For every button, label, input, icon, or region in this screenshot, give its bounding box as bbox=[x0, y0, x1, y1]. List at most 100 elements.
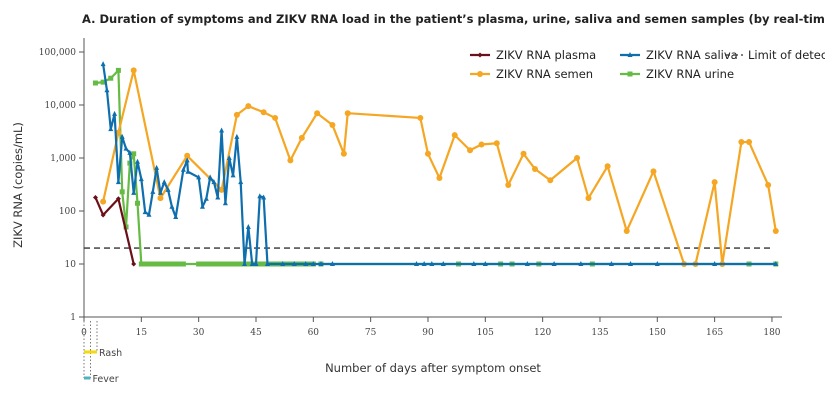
data-point-triangle bbox=[127, 149, 133, 155]
series-line bbox=[102, 63, 776, 266]
data-point-triangle bbox=[123, 145, 129, 151]
data-point-square bbox=[165, 261, 171, 267]
x-tick-label: 75 bbox=[365, 328, 377, 338]
data-point-triangle bbox=[112, 110, 118, 116]
data-point-triangle bbox=[627, 52, 633, 57]
data-point-square bbox=[215, 261, 221, 267]
series-saliva bbox=[100, 61, 779, 266]
data-point-circle bbox=[344, 110, 351, 117]
data-point-circle bbox=[623, 227, 630, 234]
data-point-square bbox=[261, 261, 267, 267]
symptom-label: Fever bbox=[92, 374, 118, 385]
data-point-square bbox=[146, 261, 152, 267]
series-plasma bbox=[92, 194, 137, 267]
data-point-circle bbox=[478, 141, 485, 148]
data-point-circle bbox=[467, 147, 474, 154]
data-point-circle bbox=[451, 132, 458, 139]
data-point-square bbox=[180, 261, 186, 267]
data-point-triangle bbox=[207, 174, 213, 180]
data-point-square bbox=[203, 261, 209, 267]
data-point-triangle bbox=[318, 261, 324, 266]
data-point-circle bbox=[245, 103, 252, 110]
data-point-circle bbox=[314, 110, 321, 117]
x-tick-label: 105 bbox=[477, 328, 494, 338]
data-point-square bbox=[196, 261, 202, 267]
data-point-triangle bbox=[414, 261, 420, 266]
data-point-triangle bbox=[219, 127, 225, 133]
data-point-triangle bbox=[712, 261, 718, 266]
data-point-circle bbox=[477, 71, 483, 77]
data-point-square bbox=[230, 261, 236, 267]
y-tick-label: 100,000 bbox=[39, 48, 76, 58]
data-point-triangle bbox=[185, 168, 191, 174]
data-point-square bbox=[207, 261, 213, 267]
data-point-triangle bbox=[161, 179, 167, 185]
legend-label: ZIKV RNA semen bbox=[496, 67, 593, 81]
x-tick-label: 60 bbox=[308, 328, 320, 338]
data-point-square bbox=[245, 261, 251, 267]
x-tick-label: 135 bbox=[591, 328, 608, 338]
data-point-square bbox=[138, 261, 144, 267]
y-tick-label: 10,000 bbox=[45, 101, 77, 111]
legend-label: ZIKV RNA urine bbox=[646, 67, 734, 81]
x-tick-label: 180 bbox=[763, 328, 780, 338]
data-point-circle bbox=[711, 179, 718, 186]
data-point-diamond bbox=[477, 52, 483, 58]
data-point-diamond bbox=[131, 261, 137, 267]
x-tick-label: 15 bbox=[136, 328, 148, 338]
data-point-triangle bbox=[104, 87, 110, 93]
data-point-square bbox=[257, 261, 263, 267]
data-point-square bbox=[161, 261, 167, 267]
legend-label: ZIKV RNA plasma bbox=[496, 48, 596, 62]
x-axis-label: Number of days after symptom onset bbox=[325, 361, 541, 375]
data-point-triangle bbox=[524, 261, 530, 266]
data-point-triangle bbox=[215, 194, 221, 200]
x-tick-label: 150 bbox=[649, 328, 666, 338]
data-point-triangle bbox=[131, 189, 137, 195]
data-point-circle bbox=[157, 195, 164, 202]
data-point-triangle bbox=[108, 126, 114, 132]
data-point-triangle bbox=[303, 261, 309, 266]
data-point-triangle bbox=[199, 203, 205, 209]
data-point-triangle bbox=[482, 261, 488, 266]
data-point-triangle bbox=[135, 158, 141, 164]
data-point-triangle bbox=[551, 261, 557, 266]
data-point-square bbox=[173, 261, 179, 267]
data-point-triangle bbox=[291, 261, 297, 266]
data-point-triangle bbox=[421, 261, 427, 266]
data-point-square bbox=[222, 261, 228, 267]
data-point-triangle bbox=[628, 261, 634, 266]
y-tick-label: 10 bbox=[65, 260, 77, 270]
data-point-triangle bbox=[226, 155, 232, 160]
data-point-triangle bbox=[245, 223, 251, 229]
data-point-circle bbox=[650, 168, 657, 175]
data-point-square bbox=[119, 189, 125, 195]
series-line bbox=[102, 69, 777, 266]
data-point-square bbox=[115, 67, 121, 73]
data-point-square bbox=[142, 261, 148, 267]
data-point-square bbox=[177, 261, 183, 267]
data-point-circle bbox=[100, 198, 107, 205]
data-point-circle bbox=[436, 174, 443, 181]
data-point-circle bbox=[604, 163, 611, 170]
data-point-circle bbox=[574, 155, 581, 161]
data-point-circle bbox=[772, 227, 779, 234]
data-point-triangle bbox=[773, 261, 779, 266]
data-point-triangle bbox=[440, 261, 446, 266]
data-point-triangle bbox=[184, 157, 190, 163]
data-point-square bbox=[157, 261, 163, 267]
data-point-triangle bbox=[180, 166, 186, 172]
data-point-triangle bbox=[150, 188, 156, 194]
x-tick-label: 30 bbox=[193, 328, 205, 338]
data-point-triangle bbox=[257, 193, 263, 199]
data-point-triangle bbox=[608, 261, 614, 266]
y-tick-label: 1,000 bbox=[50, 154, 76, 164]
data-point-triangle bbox=[242, 261, 248, 266]
x-tick-label: 90 bbox=[422, 328, 434, 338]
data-point-triangle bbox=[211, 179, 217, 185]
y-tick-label: 1 bbox=[70, 313, 76, 323]
data-point-circle bbox=[746, 139, 753, 146]
data-point-circle bbox=[424, 150, 431, 157]
data-point-square bbox=[238, 261, 244, 267]
